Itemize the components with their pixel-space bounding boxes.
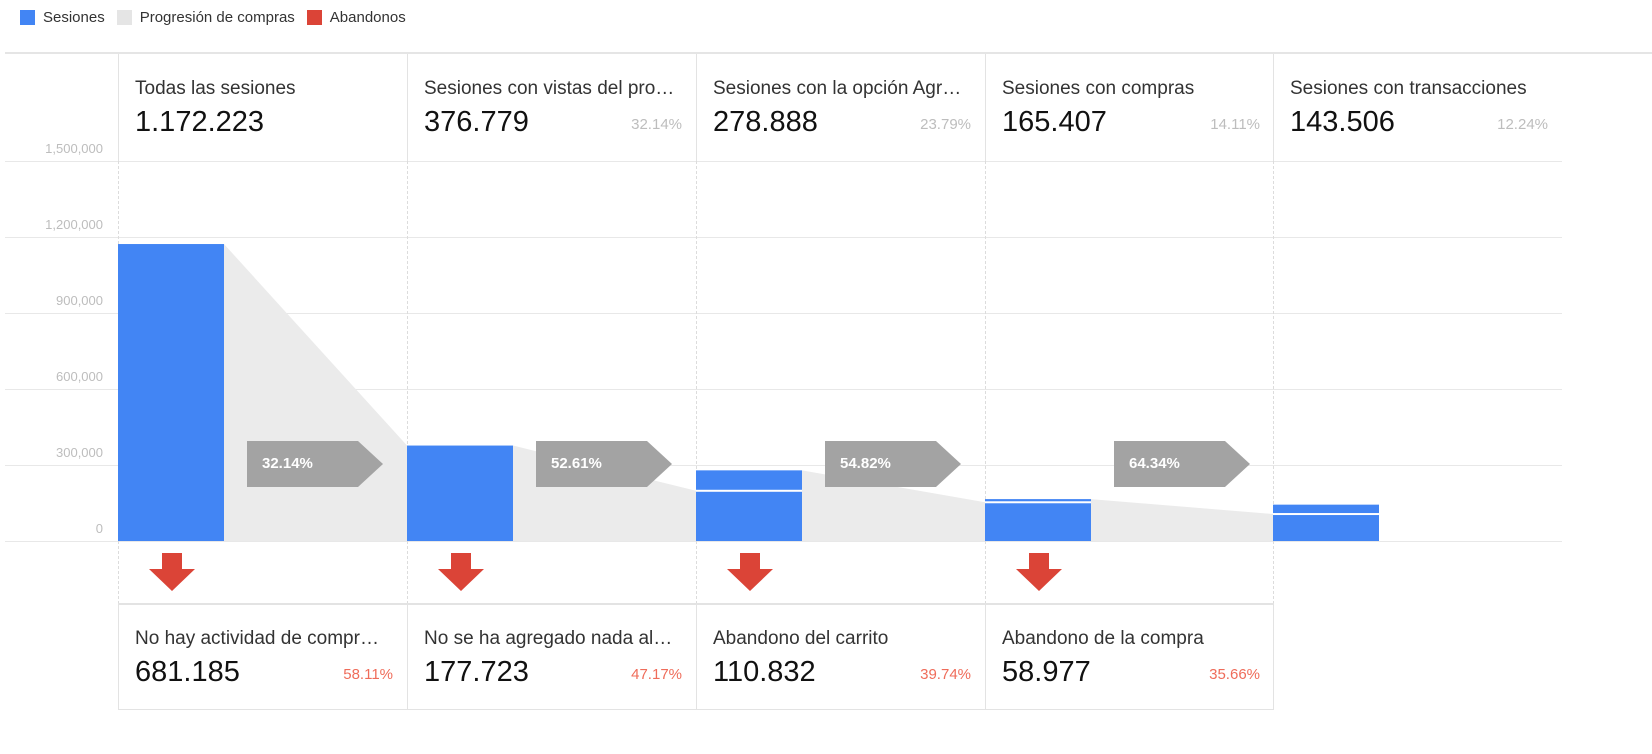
stage-name: Sesiones con vistas del pro… bbox=[424, 78, 675, 99]
legend: Sesiones Progresión de compras Abandonos bbox=[20, 9, 418, 26]
stage-percent: 23.79% bbox=[920, 116, 971, 133]
gridline bbox=[5, 465, 1562, 466]
stage-header[interactable]: Sesiones con vistas del pro… 376.779 32.… bbox=[407, 54, 696, 161]
progression-arrow bbox=[1114, 441, 1250, 487]
session-bar bbox=[407, 445, 513, 541]
stage-value: 110.832 bbox=[713, 656, 816, 688]
bar-split-line bbox=[985, 501, 1091, 504]
stage-percent: 32.14% bbox=[631, 116, 682, 133]
progression-area bbox=[1091, 499, 1273, 541]
session-bar bbox=[985, 499, 1091, 541]
bar-split-line bbox=[696, 489, 802, 492]
legend-item-abandonos[interactable]: Abandonos bbox=[306, 9, 406, 26]
stage-percent: 12.24% bbox=[1497, 116, 1548, 133]
y-tick-label: 0 bbox=[95, 521, 103, 536]
progression-rate-label: 54.82% bbox=[840, 455, 891, 472]
gridline bbox=[5, 237, 1562, 238]
stage-name: Abandono del carrito bbox=[713, 628, 889, 649]
progression-arrow bbox=[247, 441, 383, 487]
stage-value: 58.977 bbox=[1002, 656, 1091, 688]
stage-value: 376.779 bbox=[424, 106, 529, 138]
stage-percent: 35.66% bbox=[1209, 666, 1260, 683]
stage-name: Sesiones con la opción Agr… bbox=[713, 78, 962, 99]
stage-value: 143.506 bbox=[1290, 106, 1395, 138]
y-tick-label: 300,000 bbox=[56, 445, 103, 460]
stage-value: 278.888 bbox=[713, 106, 818, 138]
stage-header[interactable]: Sesiones con transacciones 143.506 12.24… bbox=[1273, 54, 1562, 161]
progression-rate-label: 52.61% bbox=[551, 455, 602, 472]
stage-percent: 47.17% bbox=[631, 666, 682, 683]
stage-value: 177.723 bbox=[424, 656, 529, 688]
column-divider bbox=[985, 161, 986, 604]
gridline bbox=[5, 389, 1562, 390]
stage-value: 1.172.223 bbox=[135, 106, 265, 138]
session-bar bbox=[696, 470, 802, 541]
stage-percent: 58.11% bbox=[343, 666, 393, 683]
legend-item-sesiones[interactable]: Sesiones bbox=[20, 9, 105, 26]
stage-value: 165.407 bbox=[1002, 106, 1107, 138]
legend-swatch bbox=[116, 10, 132, 25]
gridline bbox=[5, 541, 1562, 542]
stage-name: Sesiones con transacciones bbox=[1290, 78, 1527, 99]
legend-label: Sesiones bbox=[43, 9, 105, 26]
stage-name: No se ha agregado nada al … bbox=[424, 628, 676, 649]
legend-label: Abandonos bbox=[329, 9, 406, 26]
abandon-arrow-icon bbox=[727, 553, 773, 591]
divider bbox=[5, 52, 1652, 54]
progression-area bbox=[802, 470, 985, 541]
abandon-cell[interactable]: Abandono de la compra 58.977 35.66% bbox=[985, 604, 1274, 710]
abandon-arrow-icon bbox=[1016, 553, 1062, 591]
stage-header[interactable]: Todas las sesiones 1.172.223 bbox=[118, 54, 407, 161]
progression-rate-label: 64.34% bbox=[1129, 455, 1180, 472]
column-divider bbox=[1273, 161, 1274, 604]
stage-percent: 14.11% bbox=[1210, 116, 1260, 133]
legend-label: Progresión de compras bbox=[139, 9, 295, 26]
y-tick-label: 900,000 bbox=[56, 293, 103, 308]
legend-item-progresion[interactable]: Progresión de compras bbox=[116, 9, 295, 26]
stage-name: Todas las sesiones bbox=[135, 78, 296, 99]
abandon-cell[interactable]: No hay actividad de compr… 681.185 58.11… bbox=[118, 604, 407, 710]
column-divider bbox=[696, 161, 697, 604]
progression-rate-label: 32.14% bbox=[262, 455, 313, 472]
y-tick-label: 600,000 bbox=[56, 369, 103, 384]
gridline bbox=[5, 313, 1562, 314]
column-divider bbox=[407, 161, 408, 604]
stage-name: No hay actividad de compr… bbox=[135, 628, 379, 649]
divider bbox=[118, 709, 1274, 710]
stage-percent: 39.74% bbox=[920, 666, 971, 683]
legend-swatch bbox=[20, 10, 35, 25]
abandon-arrow-icon bbox=[438, 553, 484, 591]
legend-swatch bbox=[306, 10, 322, 25]
y-tick-label: 1,200,000 bbox=[45, 217, 103, 232]
y-tick-label: 1,500,000 bbox=[45, 141, 103, 156]
divider bbox=[1273, 604, 1274, 710]
stage-header[interactable]: Sesiones con compras 165.407 14.11% bbox=[985, 54, 1274, 161]
bar-split-line bbox=[1273, 513, 1379, 516]
stage-name: Sesiones con compras bbox=[1002, 78, 1195, 99]
session-bar bbox=[118, 244, 224, 541]
abandon-arrow-icon bbox=[149, 553, 195, 591]
stage-value: 681.185 bbox=[135, 656, 240, 688]
abandon-cell[interactable]: No se ha agregado nada al … 177.723 47.1… bbox=[407, 604, 696, 710]
gridline bbox=[5, 161, 1562, 162]
progression-arrow bbox=[536, 441, 672, 487]
progression-area bbox=[224, 244, 407, 541]
stage-header[interactable]: Sesiones con la opción Agr… 278.888 23.7… bbox=[696, 54, 985, 161]
stage-name: Abandono de la compra bbox=[1002, 628, 1204, 649]
progression-arrow bbox=[825, 441, 961, 487]
session-bar bbox=[1273, 504, 1379, 541]
abandon-cell[interactable]: Abandono del carrito 110.832 39.74% bbox=[696, 604, 985, 710]
divider bbox=[118, 603, 1274, 605]
